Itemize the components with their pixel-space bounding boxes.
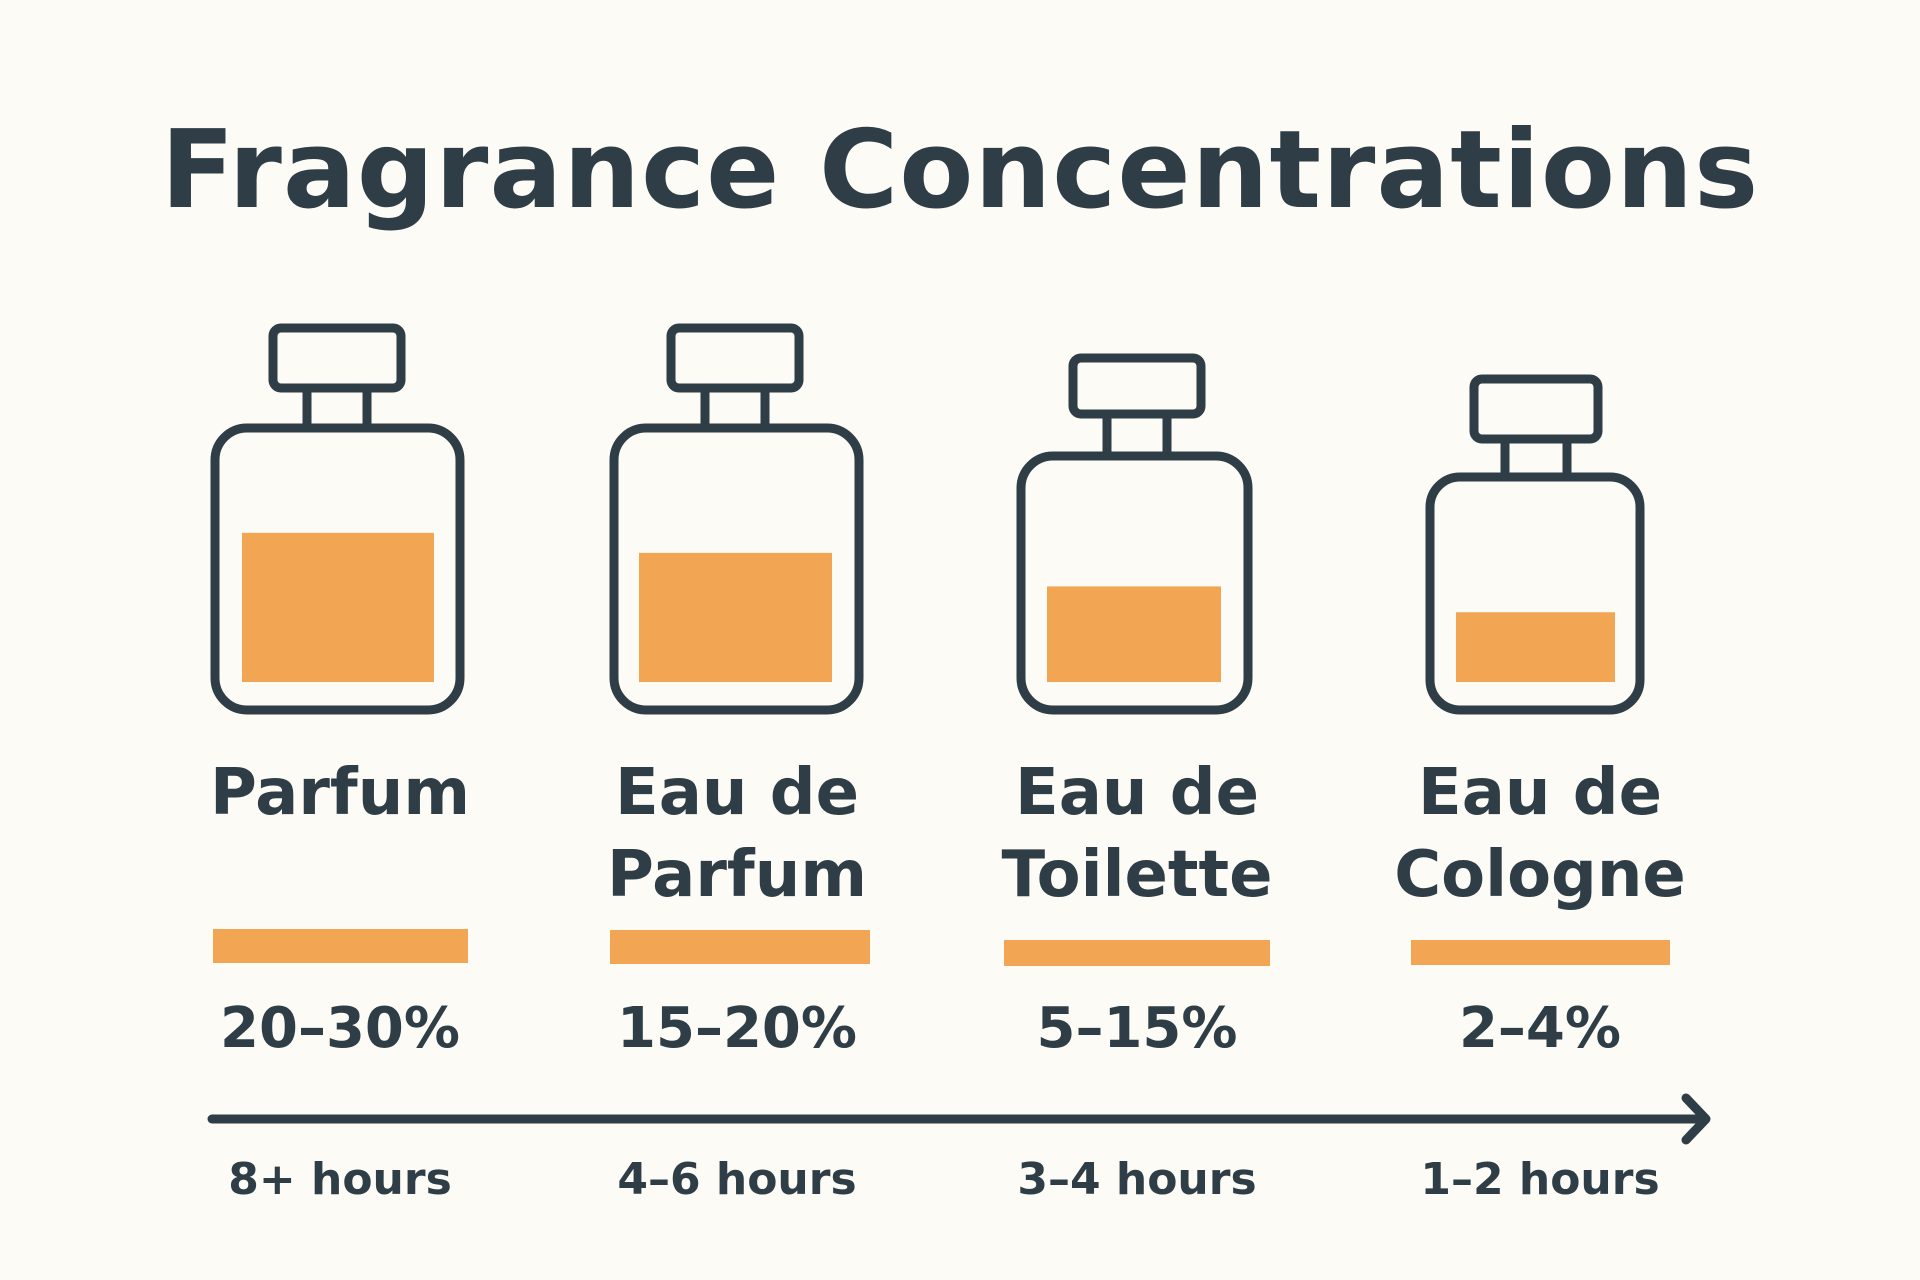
concentration-value: 5–15% (1036, 996, 1238, 1061)
longevity-value: 3–4 hours (1017, 1154, 1257, 1205)
bottle-neck (1500, 434, 1572, 482)
perfume-bottle-icon (1016, 353, 1253, 715)
bottle-body (210, 423, 465, 715)
fragrance-name-line1: Eau de (1015, 756, 1259, 830)
concentration-column-eau-de-cologne: Eau de Cologne 2–4% 1–2 hours (1340, 0, 1740, 1280)
perfume-bottle-icon (1425, 374, 1645, 715)
fragrance-name-line1: Eau de (1418, 756, 1662, 830)
bottle-body (609, 423, 864, 715)
longevity-value: 8+ hours (228, 1154, 452, 1205)
concentration-value: 20–30% (220, 996, 460, 1061)
concentration-bar (610, 930, 870, 964)
liquid-fill (639, 552, 832, 682)
concentration-value: 2–4% (1458, 996, 1622, 1061)
liquid-fill (1456, 612, 1615, 682)
perfume-bottle-icon (609, 323, 864, 715)
bottle-body (1016, 451, 1253, 715)
page-title: Fragrance Concentrations (160, 108, 1760, 233)
bottle-cap (268, 323, 406, 393)
liquid-fill (242, 532, 434, 682)
fragrance-name-line1: Eau de (615, 756, 859, 830)
fragrance-name-line2: Cologne (1394, 838, 1686, 912)
bottle-body (1425, 472, 1645, 715)
fragrance-name-line2: Parfum (606, 838, 868, 912)
bottle-neck (700, 383, 770, 433)
concentration-value: 15–20% (617, 996, 857, 1061)
longevity-value: 4–6 hours (617, 1154, 857, 1205)
bottle-neck (302, 383, 372, 433)
perfume-bottle-icon (210, 323, 465, 715)
liquid-fill (1047, 586, 1221, 682)
fragrance-name: Eau de Toilette (937, 752, 1337, 916)
concentration-bar (213, 929, 468, 963)
concentration-bar (1004, 940, 1270, 966)
longevity-value: 1–2 hours (1420, 1154, 1660, 1205)
bottle-cap (1068, 353, 1206, 419)
fragrance-name-line2: Toilette (1001, 838, 1273, 912)
concentration-column-eau-de-parfum: Eau de Parfum 15–20% 4–6 hours (537, 0, 937, 1280)
concentration-column-eau-de-toilette: Eau de Toilette 5–15% 3–4 hours (937, 0, 1337, 1280)
bottle-cap (666, 323, 804, 393)
concentration-bar (1411, 940, 1670, 965)
bottle-cap (1469, 374, 1603, 444)
fragrance-name: Parfum (140, 752, 540, 834)
concentration-column-parfum: Parfum 20–30% 8+ hours (140, 0, 540, 1280)
bottle-neck (1102, 409, 1172, 461)
fragrance-name: Eau de Cologne (1340, 752, 1740, 916)
fragrance-name-line1: Parfum (209, 756, 471, 830)
fragrance-name: Eau de Parfum (537, 752, 937, 916)
